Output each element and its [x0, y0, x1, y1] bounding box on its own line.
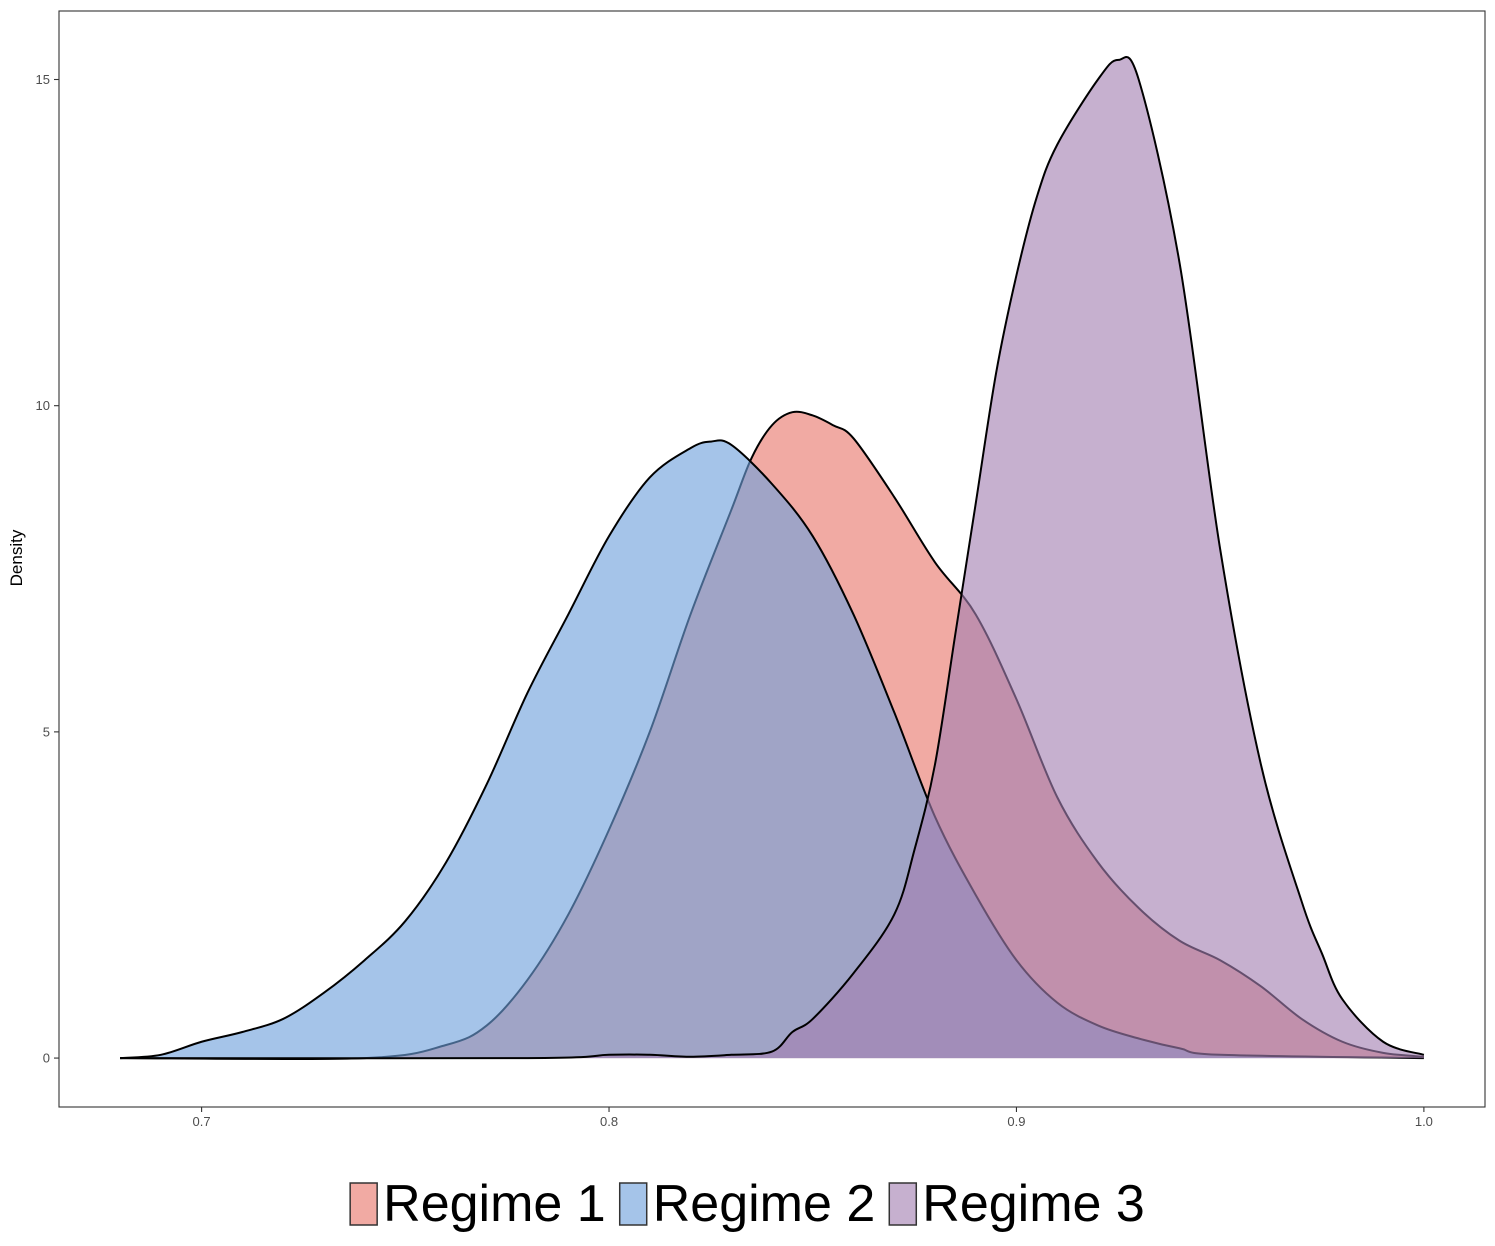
legend-key-regime-3 [888, 1182, 918, 1226]
legend: Regime 1 Regime 2 Regime 3 [349, 1175, 1145, 1233]
series-layer [120, 56, 1425, 1061]
density-area-regime-3 [120, 56, 1424, 1059]
x-tick-label: 0.7 [193, 1114, 211, 1129]
y-axis: 0 5 10 15 [36, 72, 59, 1066]
density-area-regime-2 [120, 440, 1424, 1059]
y-tick-label: 5 [43, 724, 50, 739]
legend-key-regime-1 [349, 1182, 378, 1226]
legend-key-regime-2 [618, 1182, 648, 1226]
y-tick-label: 0 [43, 1051, 50, 1066]
legend-label-regime-2: Regime 2 [653, 1175, 876, 1233]
x-tick-label: 0.8 [600, 1114, 618, 1129]
x-axis: 0.7 0.8 0.9 1.0 [193, 1107, 1433, 1129]
y-axis-title: Density [7, 529, 26, 586]
density-line-regime-3 [120, 56, 1425, 1060]
x-tick-label: 0.9 [1007, 1114, 1025, 1129]
legend-label-regime-1: Regime 1 [383, 1175, 606, 1233]
y-tick-label: 10 [36, 398, 50, 413]
panel-border [58, 10, 1486, 1108]
x-tick-label: 1.0 [1415, 1114, 1433, 1129]
legend-label-regime-3: Regime 3 [922, 1175, 1145, 1233]
y-tick-label: 15 [36, 72, 50, 87]
